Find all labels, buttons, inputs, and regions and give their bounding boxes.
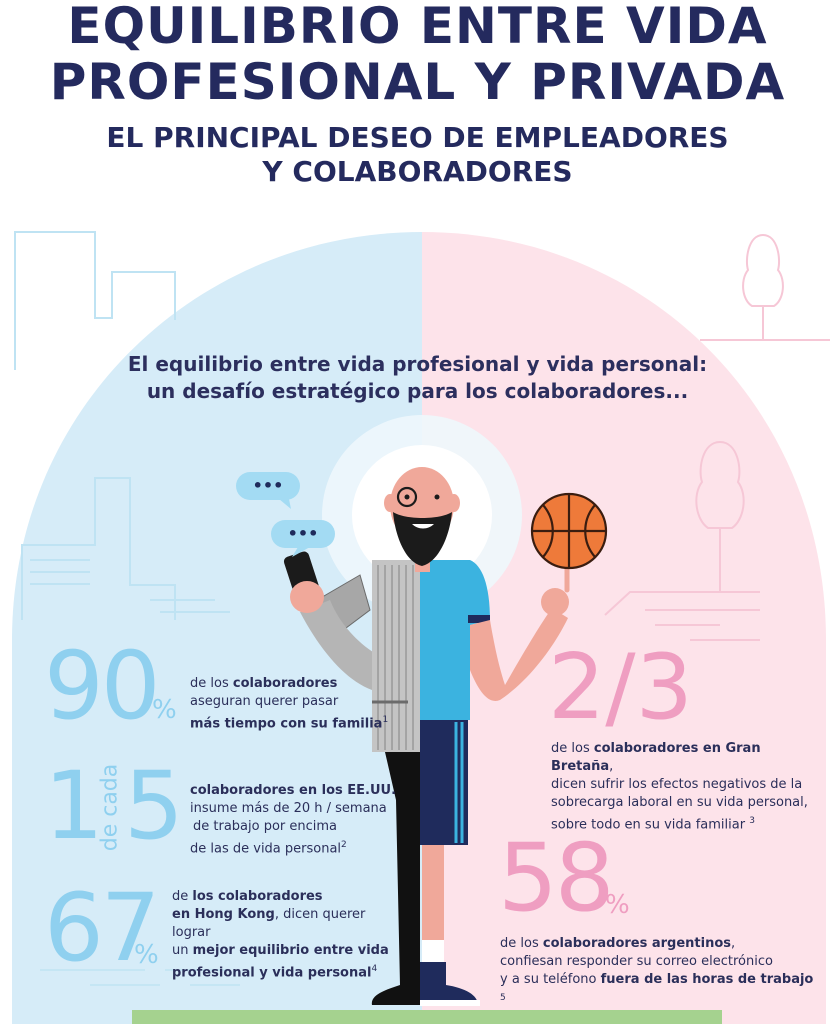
intro-line-1: El equilibrio entre vida profesional y v… xyxy=(127,352,708,376)
stat-90-number: 90 xyxy=(44,632,161,741)
arch-right-pink xyxy=(422,232,826,1024)
stat-67-text: de los colaboradores en Hong Kong, dicen… xyxy=(172,889,389,981)
stat-58-unit: % xyxy=(605,890,630,920)
arch-left-blue xyxy=(12,232,422,1024)
stat-1de5-text: colaboradores en los EE.UU. insume más d… xyxy=(190,783,397,857)
stat-23-text: de los colaboradores en Gran Bretaña, di… xyxy=(551,741,808,833)
title-line-2: PROFESIONAL Y PRIVADA xyxy=(49,53,786,111)
speech-bubble-upper-dots: ••• xyxy=(252,476,284,495)
ground-strip xyxy=(132,1010,722,1024)
stat-90-unit: % xyxy=(152,695,177,725)
speech-bubble-lower xyxy=(271,520,335,557)
stat-67-unit: % xyxy=(134,940,159,970)
stat-58-number: 58 xyxy=(498,824,615,933)
subtitle-line-2: Y COLABORADORES xyxy=(262,155,573,188)
title-line-1: EQUILIBRIO ENTRE VIDA xyxy=(67,0,768,55)
stat-1de5-number-5: 5 xyxy=(124,752,184,861)
stat-1de5-number-1: 1 xyxy=(44,752,104,861)
stat-67-number: 67 xyxy=(44,874,161,983)
stat-1de5-de-cada: de cada xyxy=(97,763,123,852)
speech-bubble-lower-dots: ••• xyxy=(287,524,319,543)
stat-90-text: de los colaboradores aseguran querer pas… xyxy=(190,676,389,732)
speech-bubble-upper xyxy=(236,472,300,509)
subtitle-line-1: EL PRINCIPAL DESEO DE EMPLEADORES xyxy=(106,121,729,154)
stat-58-text: de los colaboradores argentinos, confies… xyxy=(500,936,814,1003)
stat-23-number: 2/3 xyxy=(548,635,693,740)
intro-line-2: un desafío estratégico para los colabora… xyxy=(146,379,689,403)
